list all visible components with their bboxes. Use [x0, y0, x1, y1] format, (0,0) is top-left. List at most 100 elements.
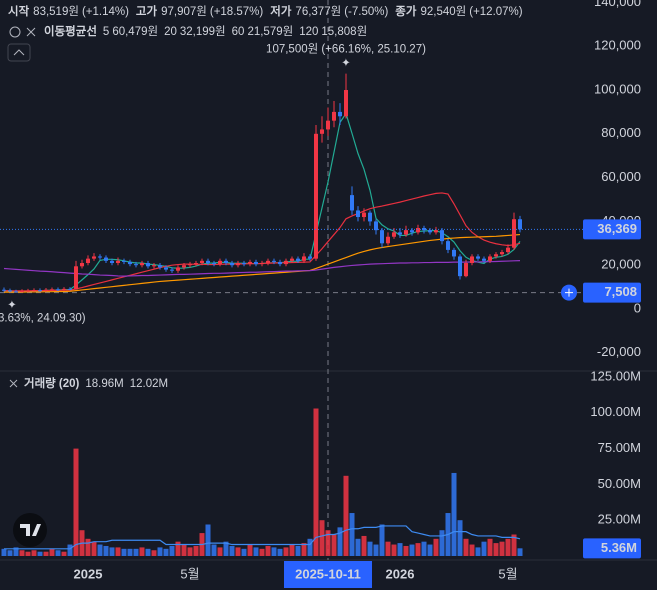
volume-bar — [235, 547, 241, 556]
volume-bar — [295, 545, 301, 556]
candle-body — [224, 260, 228, 264]
candle-body — [68, 288, 72, 290]
y-tick-label: 80,000 — [601, 125, 641, 140]
candle-body — [464, 263, 468, 277]
candle-body — [266, 260, 270, 264]
volume-bar — [139, 547, 145, 556]
volume-bar — [181, 544, 187, 556]
crosshair-date-box — [284, 561, 372, 588]
candle-body — [2, 289, 6, 291]
volume-bar — [331, 534, 337, 556]
candle-body — [80, 263, 84, 267]
candle-body — [152, 265, 156, 267]
volume-bar — [511, 534, 517, 556]
volume-bar — [361, 535, 367, 556]
candle-body — [170, 269, 174, 271]
volume-bar — [373, 544, 379, 556]
volume-bar — [367, 541, 373, 556]
ma-period: 20 — [164, 26, 177, 38]
candle-body — [206, 260, 210, 264]
candle-body — [518, 219, 522, 230]
high-annotation: 107,500원 (+66.16%, 25.10.27) — [266, 42, 426, 56]
volume-bar — [157, 547, 163, 556]
y-tick-label: 60,000 — [601, 169, 641, 184]
ohlc-change: (+12.07%) — [469, 6, 523, 18]
x-tick-label: 2026 — [386, 566, 415, 581]
volume-bar — [1, 548, 7, 556]
volume-tick-label: 125.00M — [590, 368, 641, 383]
candle-body — [140, 263, 144, 266]
ohlc-label: 시작 — [8, 4, 30, 18]
volume-bar — [427, 544, 433, 556]
volume-bar — [397, 543, 403, 556]
candle-body — [182, 265, 186, 268]
candle-body — [428, 230, 432, 233]
volume-bar — [289, 544, 295, 556]
volume-bar — [145, 548, 151, 556]
collapse-button[interactable] — [7, 43, 31, 62]
ma-line — [4, 233, 521, 293]
candle-body — [122, 260, 126, 262]
close-icon[interactable] — [26, 27, 36, 37]
ma-value: 60,479원 — [112, 24, 158, 38]
volume-tick-label: 100.00M — [590, 404, 641, 419]
ohlc-change: (+18.57%) — [210, 6, 264, 18]
ma-legend-icons[interactable] — [7, 26, 36, 388]
volume-bar — [115, 547, 121, 556]
volume-bar — [415, 543, 421, 556]
candle-body — [386, 236, 390, 244]
candle-body — [272, 260, 276, 262]
tv-logo[interactable] — [13, 513, 47, 547]
candle-body — [302, 256, 306, 261]
candle-body — [56, 289, 60, 291]
candle-body — [8, 290, 12, 292]
candle-body — [512, 219, 516, 248]
candle-body — [284, 260, 288, 265]
volume-bar — [301, 543, 307, 556]
volume-bar — [349, 513, 355, 556]
ma-line — [3, 260, 521, 277]
candle-body — [176, 267, 180, 271]
candle-body — [290, 258, 294, 261]
candle-body — [32, 290, 36, 292]
volume-bar — [517, 548, 523, 556]
visibility-icon[interactable] — [9, 26, 21, 38]
candle-body — [374, 221, 378, 231]
candle-body — [440, 230, 444, 242]
candle-body — [242, 263, 246, 265]
candle-body — [446, 241, 450, 250]
candle-body — [320, 129, 324, 134]
y-tick-label: 140,000 — [594, 0, 641, 9]
y-tick-label: -20,000 — [597, 344, 641, 359]
candle-body — [164, 267, 168, 270]
volume-bar — [169, 545, 175, 556]
x-tick-label: 2025 — [74, 566, 103, 581]
y-tick-label: 20,000 — [601, 257, 641, 272]
volume-bar — [265, 545, 271, 556]
candle-body — [470, 256, 474, 264]
volume-last-label-box — [583, 538, 641, 559]
volume-bar — [439, 530, 445, 556]
volume-bar — [163, 548, 169, 556]
candle-body — [50, 289, 54, 291]
candle-body — [506, 247, 510, 253]
candle-body — [116, 260, 120, 264]
candle-body — [98, 256, 102, 258]
volume-bar — [187, 547, 193, 556]
candle-body — [380, 230, 384, 244]
ma-value: 15,808원 — [321, 24, 367, 38]
volume-bar — [91, 541, 97, 556]
volume-bar — [247, 544, 253, 556]
volume-title: 거래량 (20) — [24, 376, 80, 390]
volume-close-icon[interactable] — [9, 379, 18, 388]
ohlc-label: 고가 — [136, 4, 158, 18]
candle-body — [422, 227, 426, 231]
volume-legend-value: 18.96M — [85, 378, 123, 390]
collapse-chevron — [13, 49, 25, 56]
ohlc-value: 92,540원 — [420, 4, 466, 18]
volume-bar — [259, 548, 265, 556]
candle-body — [326, 120, 330, 130]
volume-bar — [7, 550, 13, 556]
